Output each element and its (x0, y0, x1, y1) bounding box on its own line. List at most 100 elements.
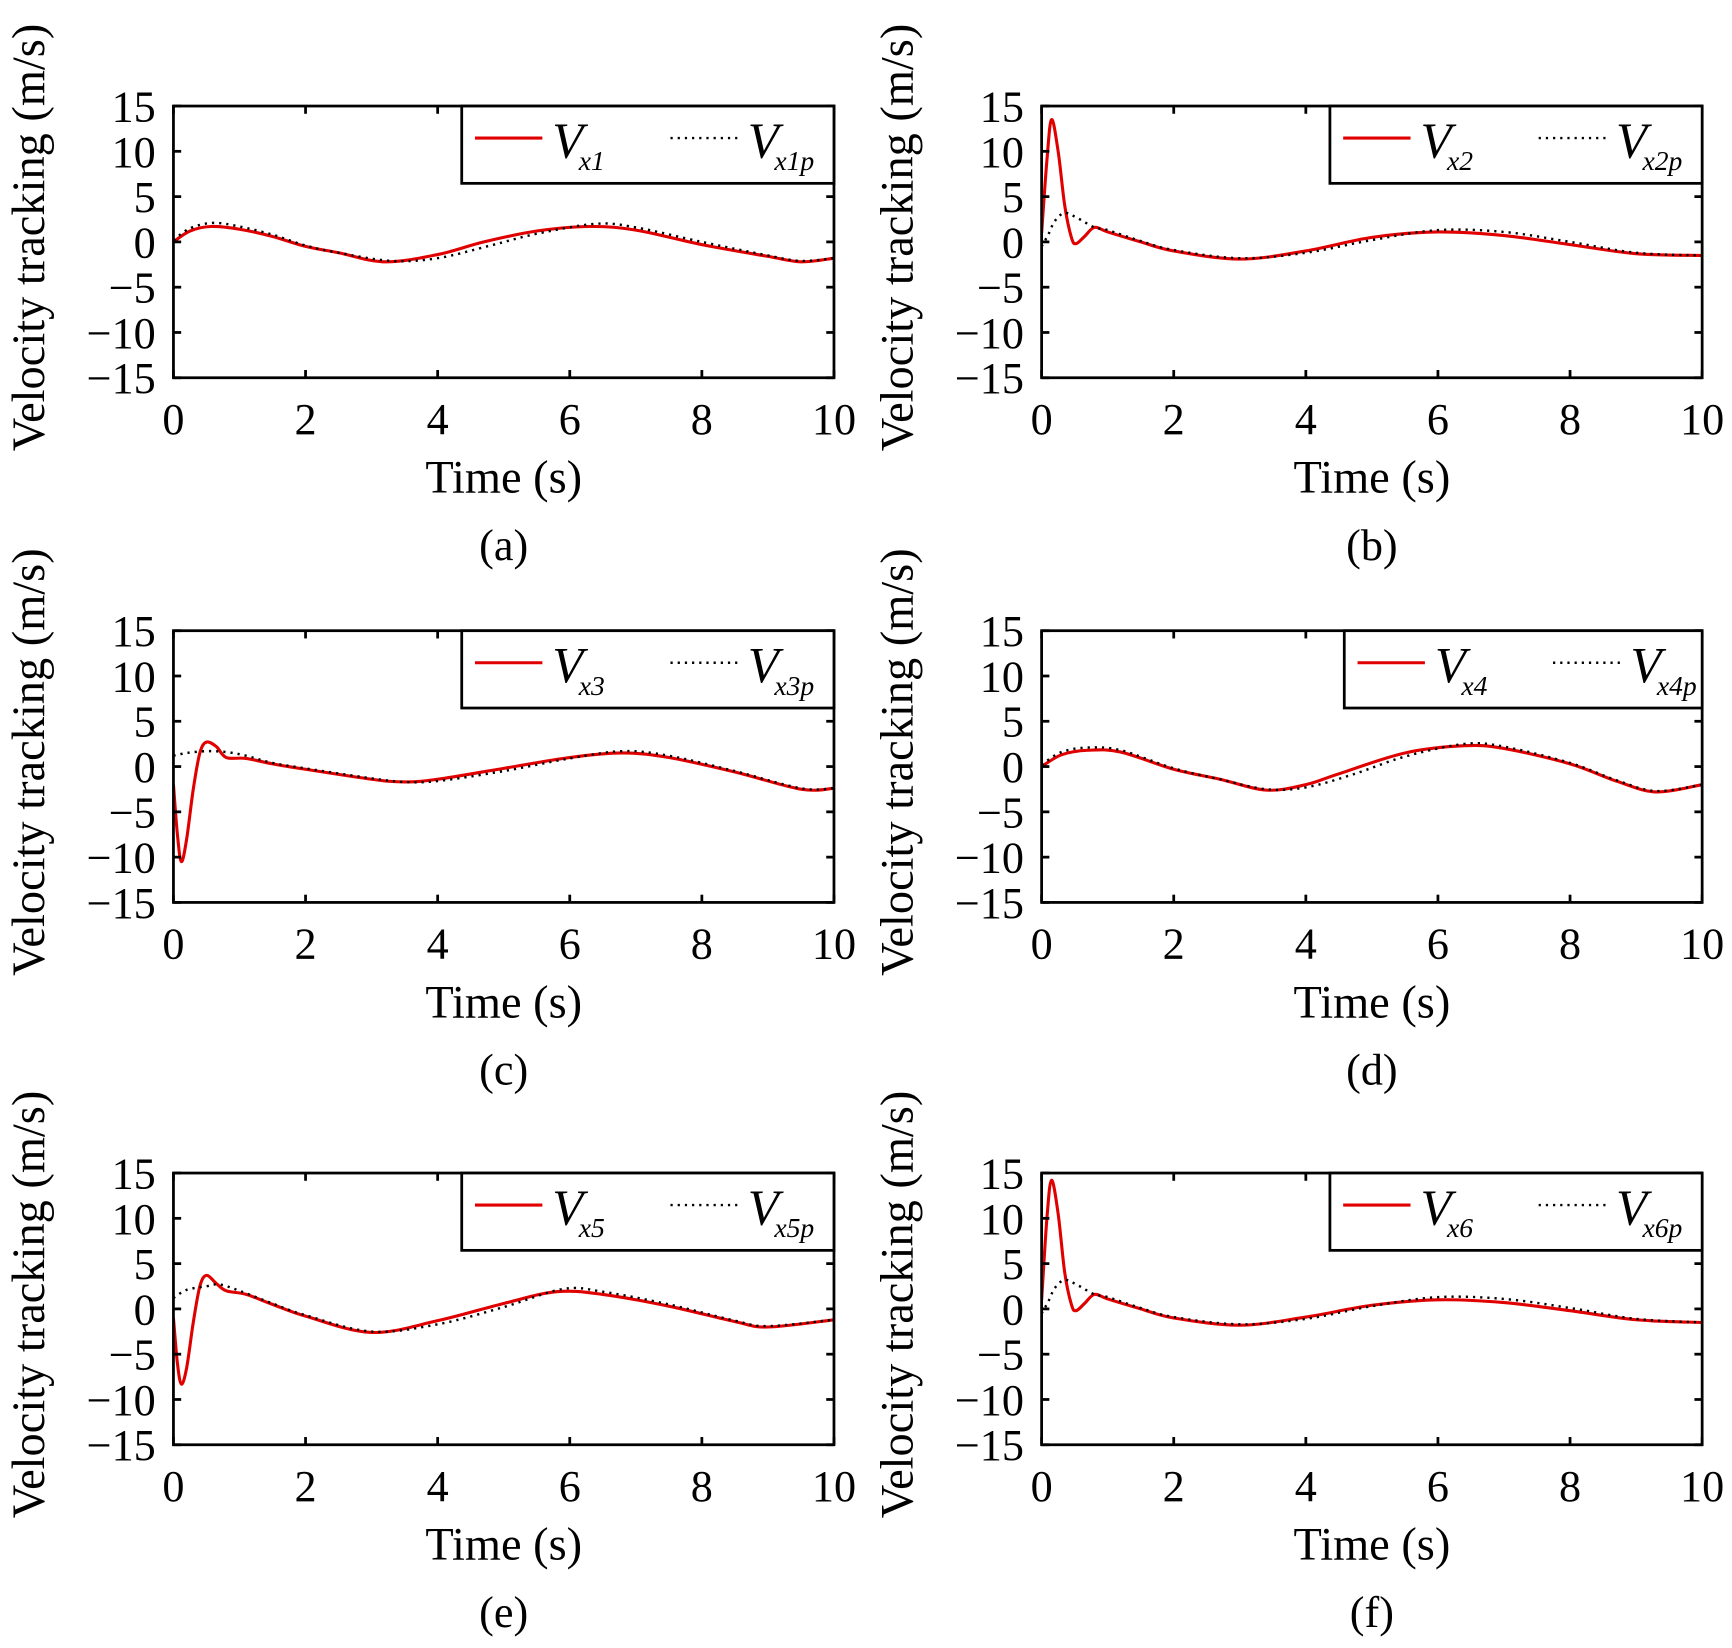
y-tick-label: 10 (112, 128, 156, 177)
panel-label: (d) (1346, 1046, 1398, 1095)
panel-label: (f) (1350, 1588, 1394, 1637)
series-line-Vx4 (1041, 743, 1703, 794)
x-tick-label: 8 (691, 920, 713, 969)
y-tick-label: −10 (87, 1376, 156, 1425)
legend-box (460, 1171, 836, 1252)
legend-label: V (1435, 638, 1471, 694)
series-line-Vx4p (1041, 741, 1703, 793)
series-line-Vx1p (173, 221, 834, 263)
panel-label: (e) (479, 1588, 528, 1637)
x-tick-label: 0 (162, 395, 184, 444)
legend-label-subscript: x5 (578, 1212, 605, 1243)
y-tick-label: 0 (1002, 218, 1024, 267)
legend-label: V (1616, 1180, 1652, 1236)
x-tick-label: 2 (1163, 1462, 1185, 1511)
x-tick-label: 2 (1163, 395, 1185, 444)
x-axis-label: Time (s) (425, 453, 582, 504)
y-tick-label: −15 (955, 1421, 1024, 1470)
legend-label-subscript: x6 (1446, 1212, 1473, 1243)
y-tick-label: −5 (109, 788, 156, 837)
y-tick-label: −5 (109, 1331, 156, 1380)
legend-label: V (748, 638, 784, 694)
x-tick-label: 6 (1427, 1462, 1449, 1511)
series-line-Vx2p (1041, 211, 1703, 260)
series-line-Vx3 (173, 740, 834, 864)
x-tick-label: 6 (1427, 920, 1449, 969)
x-axis-label: Time (s) (425, 1520, 582, 1571)
y-tick-label: −5 (109, 264, 156, 313)
legend-label-subscript: x4 (1460, 670, 1487, 701)
legend-box (460, 104, 836, 185)
y-tick-label: −15 (87, 879, 156, 928)
y-tick-label: 5 (1002, 1240, 1024, 1289)
legend-label: V (748, 1180, 784, 1236)
x-tick-label: 0 (1031, 920, 1053, 969)
x-tick-label: 10 (812, 1462, 856, 1511)
series-line-Vx2 (1041, 118, 1703, 261)
series-line-Vx5p (173, 1283, 834, 1334)
y-tick-label: 15 (980, 83, 1024, 132)
y-tick-label: 0 (134, 1285, 156, 1334)
x-tick-label: 10 (812, 395, 856, 444)
y-tick-label: −10 (955, 834, 1024, 883)
y-tick-label: −15 (87, 354, 156, 403)
x-tick-label: 4 (427, 395, 449, 444)
legend-label: V (552, 1180, 588, 1236)
y-tick-label: 0 (134, 218, 156, 267)
x-tick-label: 8 (691, 1462, 713, 1511)
x-tick-label: 4 (1295, 920, 1317, 969)
y-axis-label: Velocity tracking (m/s) (4, 548, 55, 976)
x-tick-label: 6 (559, 920, 581, 969)
y-tick-label: 0 (134, 743, 156, 792)
x-tick-label: 0 (1031, 1462, 1053, 1511)
y-tick-label: 15 (112, 607, 156, 656)
x-tick-label: 6 (559, 395, 581, 444)
x-tick-label: 2 (295, 1462, 317, 1511)
legend-label-subscript: x1 (578, 145, 605, 176)
panel-label: (c) (479, 1046, 528, 1095)
legend-label-subscript: x2 (1446, 145, 1473, 176)
legend-label: V (1420, 1180, 1456, 1236)
x-axis-label: Time (s) (1294, 977, 1451, 1028)
series-line-Vx6p (1041, 1278, 1703, 1326)
legend-label: V (748, 113, 784, 169)
legend-label: V (1616, 113, 1652, 169)
legend-label-subscript: x3p (773, 670, 814, 701)
y-tick-label: 0 (1002, 743, 1024, 792)
legend-label-subscript: x1p (773, 145, 814, 176)
y-tick-label: −10 (87, 309, 156, 358)
x-tick-label: 6 (1427, 395, 1449, 444)
x-tick-label: 6 (559, 1462, 581, 1511)
y-tick-label: 15 (112, 83, 156, 132)
y-tick-label: 15 (112, 1150, 156, 1199)
x-axis-label: Time (s) (1294, 1520, 1451, 1571)
y-tick-label: 10 (980, 1195, 1024, 1244)
y-tick-label: −10 (955, 309, 1024, 358)
y-tick-label: −10 (955, 1376, 1024, 1425)
y-axis-label: Velocity tracking (m/s) (4, 24, 55, 452)
panel-label: (b) (1346, 521, 1398, 570)
y-tick-label: 5 (134, 173, 156, 222)
y-tick-label: −5 (977, 1331, 1024, 1380)
y-tick-label: 10 (112, 1195, 156, 1244)
y-tick-label: −15 (955, 354, 1024, 403)
legend-label-subscript: x2p (1642, 145, 1683, 176)
y-tick-label: 10 (980, 128, 1024, 177)
legend-label: V (1420, 113, 1456, 169)
y-tick-label: −5 (977, 788, 1024, 837)
y-tick-label: −5 (977, 264, 1024, 313)
x-tick-label: 8 (691, 395, 713, 444)
series-line-Vx6 (1041, 1178, 1703, 1327)
x-tick-label: 2 (295, 395, 317, 444)
x-tick-label: 10 (812, 920, 856, 969)
panel-label: (a) (479, 521, 528, 570)
legend-box (1328, 104, 1704, 185)
y-tick-label: 10 (980, 652, 1024, 701)
